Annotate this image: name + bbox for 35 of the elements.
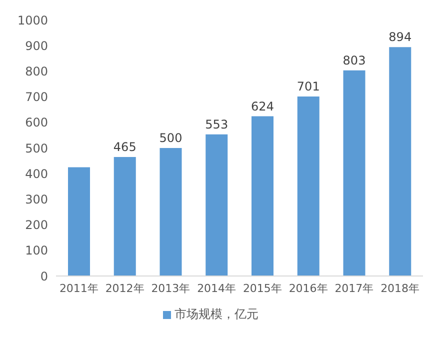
y-tick-label: 500 — [25, 141, 48, 156]
bar — [206, 134, 228, 276]
text: 465 — [113, 140, 136, 154]
x-tick-label: 2018年 — [380, 282, 420, 295]
y-tick-label: 600 — [25, 116, 48, 130]
y-tick-label: 400 — [25, 166, 48, 181]
x-tick-label: 2016年 — [288, 282, 328, 295]
y-tick-label: 0 — [40, 269, 48, 284]
y-tick-label: 1000 — [17, 13, 48, 28]
y-tick-label: 700 — [25, 90, 48, 104]
y-tick-label: 300 — [25, 192, 48, 206]
y-tick-label: 100 — [25, 244, 48, 258]
x-tick-label: 2013年 — [151, 282, 190, 295]
text: 803 — [342, 53, 366, 68]
x-tick-label: 2014年 — [197, 282, 236, 295]
bar — [389, 47, 412, 276]
text: 701 — [296, 80, 320, 94]
text: 553 — [205, 117, 228, 132]
legend-label: 市场规模，亿元 — [174, 307, 258, 321]
x-tick-label: 2012年 — [105, 282, 144, 295]
y-tick-label: 900 — [25, 38, 48, 53]
text: 500 — [159, 131, 182, 145]
y-tick-label: 800 — [25, 64, 48, 78]
x-tick-label: 2011年 — [59, 282, 98, 295]
bar — [160, 148, 182, 276]
text: 624 — [251, 99, 274, 114]
x-tick-label: 2017年 — [334, 282, 374, 295]
bar — [68, 167, 90, 276]
bar — [114, 156, 136, 276]
bar — [343, 70, 366, 276]
x-tick-label: 2015年 — [242, 282, 282, 295]
y-tick-label: 200 — [25, 218, 48, 232]
bar — [252, 116, 274, 276]
bar — [297, 96, 320, 276]
text: 894 — [388, 30, 412, 44]
